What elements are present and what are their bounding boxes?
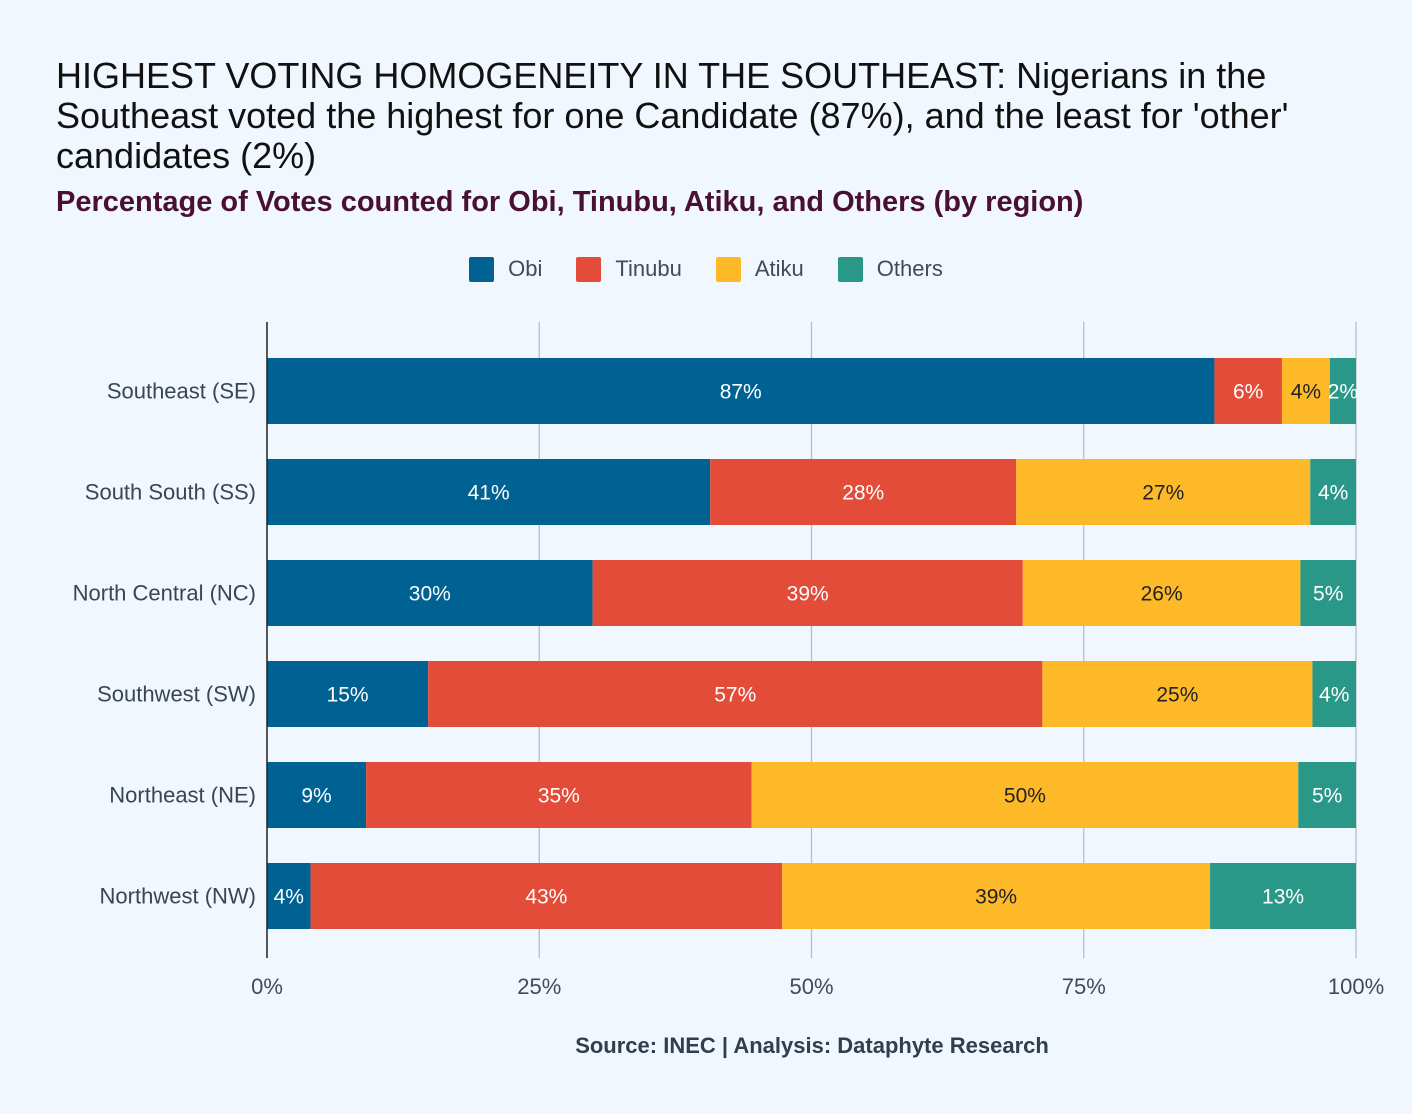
bar-tinubu-1[interactable]: [710, 459, 1017, 525]
bar-label-others-0: 2%: [1328, 381, 1358, 404]
legend-label-tinubu: Tinubu: [615, 256, 682, 281]
axes: 0% 25% 50% 75% 100% Southeast (SE) South South…: [73, 322, 1384, 999]
bar-atiku-5[interactable]: [782, 863, 1211, 929]
bar-atiku-1[interactable]: [1016, 459, 1311, 525]
gridlines: [538, 322, 1357, 958]
bar-label-tinubu-4: 35%: [538, 785, 580, 808]
bar-obi-5[interactable]: [267, 863, 311, 929]
bar-atiku-2[interactable]: [1022, 560, 1301, 626]
bar-label-obi-5: 4%: [274, 886, 304, 909]
x-tick-label-0: 0%: [251, 974, 283, 999]
legend-item-obi[interactable]: Obi: [469, 256, 542, 282]
legend-label-others: Others: [876, 256, 943, 281]
category-label-5: Northwest (NW): [100, 884, 256, 909]
bar-obi-0[interactable]: [267, 358, 1215, 424]
bar-label-others-4: 5%: [1312, 785, 1342, 808]
chart-title: HIGHEST VOTING HOMOGENEITY IN THE SOUTHE…: [56, 55, 1289, 176]
bar-label-atiku-3: 25%: [1156, 684, 1198, 707]
legend-item-others[interactable]: Others: [837, 256, 943, 282]
legend-item-atiku[interactable]: Atiku: [715, 256, 804, 282]
category-label-4: Northeast (NE): [109, 783, 256, 808]
legend-label-obi: Obi: [508, 256, 543, 281]
bar-others-2[interactable]: [1300, 560, 1356, 626]
legend-swatch-atiku: [715, 256, 741, 282]
bar-label-atiku-1: 27%: [1142, 482, 1184, 505]
bars: 87% 6% 4% 2% 41% 28% 27% 4% 30% 39% 26% 5% 15% 57% 25%…: [267, 358, 1358, 929]
category-label-0: Southeast (SE): [107, 379, 256, 404]
legend-swatch-others: [837, 256, 863, 282]
bar-label-obi-0: 87%: [720, 381, 762, 404]
legend-item-tinubu[interactable]: Tinubu: [576, 256, 682, 282]
bar-atiku-0[interactable]: [1281, 358, 1330, 424]
x-tick-label-75: 75%: [1062, 974, 1106, 999]
bar-label-tinubu-2: 39%: [787, 583, 829, 606]
bar-label-obi-1: 41%: [468, 482, 510, 505]
bar-obi-1[interactable]: [267, 459, 711, 525]
legend-label-atiku: Atiku: [754, 256, 804, 281]
bar-others-3[interactable]: [1312, 661, 1356, 727]
bar-tinubu-5[interactable]: [310, 863, 783, 929]
bar-label-obi-3: 15%: [327, 684, 369, 707]
bar-label-tinubu-5: 43%: [525, 886, 567, 909]
bar-tinubu-2[interactable]: [592, 560, 1023, 626]
bar-label-others-2: 5%: [1313, 583, 1343, 606]
bar-tinubu-4[interactable]: [366, 762, 752, 828]
legend-swatch-obi: [469, 256, 495, 282]
bar-label-tinubu-1: 28%: [842, 482, 884, 505]
category-label-2: North Central (NC): [73, 581, 256, 606]
bar-label-obi-4: 9%: [301, 785, 331, 808]
bar-tinubu-0[interactable]: [1214, 358, 1282, 424]
legend: Obi Tinubu Atiku Others: [0, 256, 1412, 282]
bar-label-tinubu-3: 57%: [714, 684, 756, 707]
bar-label-atiku-4: 50%: [1004, 785, 1046, 808]
bar-others-4[interactable]: [1298, 762, 1356, 828]
bar-obi-2[interactable]: [267, 560, 593, 626]
source-note: Source: INEC | Analysis: Dataphyte Resea…: [575, 1033, 1049, 1058]
bar-others-5[interactable]: [1210, 863, 1356, 929]
bar-label-atiku-0: 4%: [1291, 381, 1321, 404]
bar-others-0[interactable]: [1329, 358, 1356, 424]
bar-label-obi-2: 30%: [409, 583, 451, 606]
category-label-1: South South (SS): [85, 480, 256, 505]
chart-subtitle: Percentage of Votes counted for Obi, Tin…: [56, 186, 1084, 218]
x-tick-label-50: 50%: [789, 974, 833, 999]
bar-label-tinubu-0: 6%: [1233, 381, 1263, 404]
x-tick-label-100: 100%: [1328, 974, 1384, 999]
bar-others-1[interactable]: [1310, 459, 1356, 525]
bar-label-others-5: 13%: [1262, 886, 1304, 909]
bar-obi-3[interactable]: [267, 661, 429, 727]
bar-label-atiku-5: 39%: [975, 886, 1017, 909]
bar-label-atiku-2: 26%: [1141, 583, 1183, 606]
bar-obi-4[interactable]: [267, 762, 367, 828]
bar-atiku-4[interactable]: [751, 762, 1299, 828]
legend-swatch-tinubu: [576, 256, 602, 282]
bar-atiku-3[interactable]: [1042, 661, 1313, 727]
bar-label-others-3: 4%: [1319, 684, 1349, 707]
x-tick-label-25: 25%: [517, 974, 561, 999]
bar-tinubu-3[interactable]: [428, 661, 1043, 727]
bar-label-others-1: 4%: [1318, 482, 1348, 505]
category-label-3: Southwest (SW): [97, 682, 256, 707]
